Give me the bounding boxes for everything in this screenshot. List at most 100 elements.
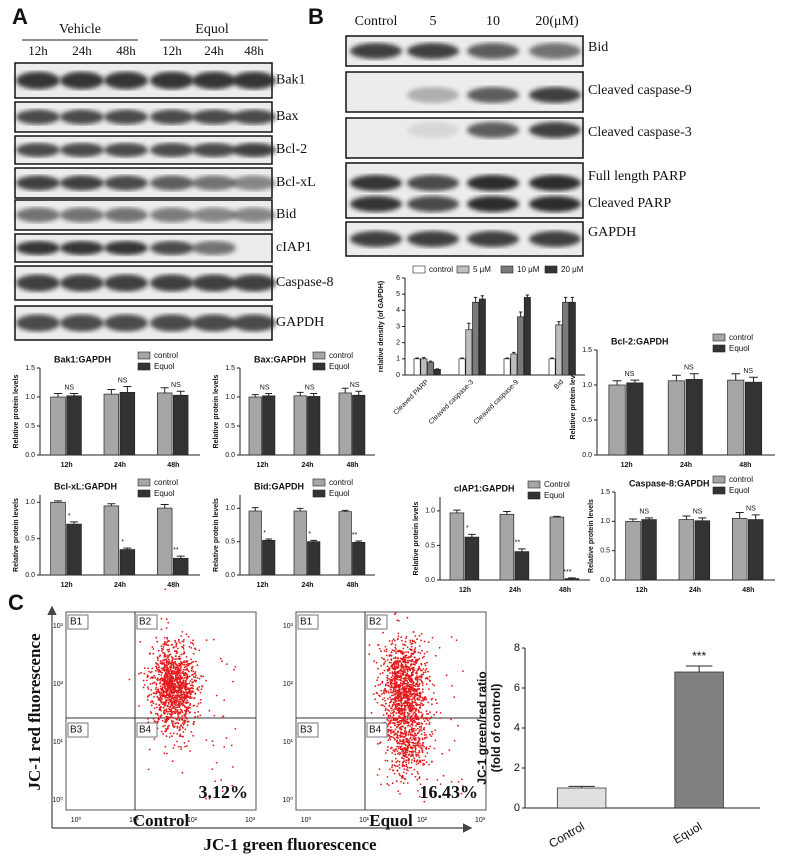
event-dot — [411, 700, 414, 703]
event-dot — [431, 733, 434, 735]
event-dot — [410, 695, 413, 697]
event-dot — [389, 654, 392, 657]
event-dot — [167, 686, 170, 689]
significance-label: NS — [693, 509, 703, 516]
event-dot — [413, 759, 416, 762]
event-dot — [172, 683, 175, 685]
event-dot — [420, 725, 423, 728]
event-dot — [412, 742, 415, 744]
event-dot — [399, 712, 402, 715]
event-dot — [411, 750, 414, 752]
event-dot — [407, 651, 410, 654]
event-dot — [392, 683, 395, 685]
event-dot — [370, 711, 373, 714]
event-dot — [380, 689, 383, 692]
event-dot — [185, 680, 187, 682]
event-dot — [178, 685, 181, 688]
error-bar — [123, 547, 132, 550]
event-dot — [194, 671, 197, 673]
event-dot — [380, 704, 383, 706]
event-dot — [400, 719, 403, 722]
event-dot — [420, 633, 423, 635]
event-dot — [391, 716, 394, 719]
event-dot — [388, 640, 391, 642]
bar — [103, 393, 120, 456]
event-dot — [180, 691, 183, 694]
event-dot — [166, 665, 168, 667]
event-dot — [180, 676, 183, 679]
legend-swatch — [527, 491, 541, 500]
event-dot — [391, 649, 394, 652]
event-dot — [417, 694, 420, 697]
event-dot — [165, 661, 168, 664]
event-dot — [406, 749, 409, 752]
chart-title: Bcl-xL:GAPDH — [54, 481, 117, 491]
event-dot — [416, 680, 419, 683]
quadrant-label: B3 — [300, 725, 313, 736]
event-dot — [411, 704, 413, 707]
event-dot — [173, 707, 176, 710]
blot-band — [529, 196, 581, 212]
event-dot — [408, 674, 410, 677]
error-bar — [749, 376, 758, 383]
error-bar — [645, 517, 654, 520]
event-dot — [147, 688, 150, 690]
event-dot — [406, 690, 409, 693]
event-dot — [419, 761, 422, 764]
event-dot — [394, 683, 396, 686]
event-dot — [410, 645, 413, 648]
event-dot — [453, 739, 456, 742]
x-tick-label: 10³ — [245, 817, 256, 824]
event-dot — [179, 696, 182, 699]
event-dot — [188, 682, 191, 685]
event-dot — [377, 676, 379, 679]
event-dot — [176, 698, 179, 701]
event-dot — [383, 697, 386, 699]
event-dot — [412, 755, 414, 757]
event-dot — [441, 752, 444, 755]
event-dot — [406, 697, 409, 700]
event-dot — [163, 662, 166, 664]
event-dot — [383, 658, 386, 660]
event-dot — [152, 648, 155, 650]
event-dot — [160, 709, 162, 712]
y-tick-label: 0.0 — [425, 577, 435, 584]
event-dot — [184, 745, 187, 748]
event-dot — [183, 660, 186, 662]
event-dot — [418, 698, 421, 701]
event-dot — [167, 658, 170, 661]
event-dot — [460, 792, 463, 795]
event-dot — [186, 669, 189, 672]
event-dot — [155, 684, 158, 686]
event-dot — [186, 717, 189, 720]
bar — [744, 381, 763, 456]
bar — [413, 358, 421, 376]
event-dot — [422, 704, 425, 706]
event-dot — [416, 789, 419, 792]
event-dot — [388, 737, 391, 739]
event-dot — [428, 763, 430, 766]
event-dot — [155, 703, 158, 706]
event-dot — [409, 663, 412, 666]
event-dot — [395, 761, 398, 764]
event-dot — [405, 635, 408, 638]
event-dot — [383, 649, 386, 652]
event-dot — [156, 706, 158, 709]
event-dot — [176, 671, 179, 674]
event-dot — [154, 720, 157, 723]
event-dot — [400, 775, 403, 778]
event-dot — [389, 722, 392, 725]
event-dot — [389, 701, 392, 704]
significance-label: NS — [743, 368, 753, 375]
event-dot — [431, 683, 434, 686]
event-dot — [158, 671, 160, 673]
error-bar — [296, 391, 304, 396]
event-dot — [399, 736, 402, 738]
event-dot — [176, 664, 179, 667]
event-dot — [197, 689, 200, 692]
event-dot — [417, 754, 420, 757]
y-tick-label: 1.0 — [600, 518, 610, 525]
lane-label: 20(μM) — [535, 14, 579, 29]
event-dot — [404, 706, 406, 708]
